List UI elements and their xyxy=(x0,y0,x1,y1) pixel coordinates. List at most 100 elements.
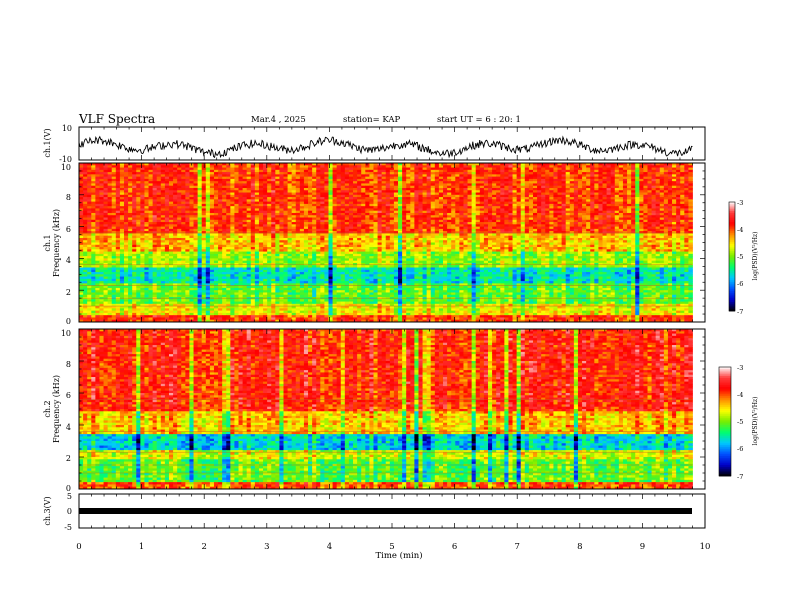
spectrogram-cell xyxy=(393,181,399,184)
spectrogram-cell xyxy=(275,176,280,180)
spectrogram-cell xyxy=(320,224,325,227)
spectrogram-cell xyxy=(87,228,92,232)
spectrogram-cell xyxy=(655,199,661,203)
spectrogram-cell xyxy=(426,181,432,184)
spectrogram-cell xyxy=(218,210,223,214)
spectrogram-cell xyxy=(406,190,411,193)
spectrogram-cell xyxy=(197,174,203,178)
spectrogram-cell xyxy=(500,183,505,187)
spectrogram-cell xyxy=(119,183,125,187)
spectrogram-cell xyxy=(606,212,612,216)
spectrogram-cell xyxy=(676,178,681,182)
spectrogram-cell xyxy=(492,174,497,178)
spectrogram-cell xyxy=(520,185,526,189)
spectrogram-cell xyxy=(385,212,391,216)
spectrogram-cell xyxy=(582,208,587,212)
spectrogram-cell xyxy=(475,208,481,212)
spectrogram-cell xyxy=(246,190,252,193)
spectrogram-cell xyxy=(91,228,96,232)
spectrogram-cell xyxy=(381,228,387,232)
spectrogram-cell xyxy=(168,197,174,200)
spectrogram-cell xyxy=(459,219,464,223)
spectrogram-cell xyxy=(246,192,252,196)
spectrogram-cell xyxy=(332,176,338,180)
spectrogram-cell xyxy=(651,181,657,184)
spectrogram-cell xyxy=(414,176,419,180)
spectrogram-cell xyxy=(234,183,239,187)
spectrogram-cell xyxy=(324,169,329,173)
spectrogram-cell xyxy=(451,197,456,200)
spectrogram-cell xyxy=(393,226,399,230)
spectrogram-cell xyxy=(328,192,333,196)
spectrogram-cell xyxy=(348,194,354,198)
spectrogram-cell xyxy=(463,187,468,191)
spectrogram-cell xyxy=(181,217,186,221)
spectrogram-cell xyxy=(119,185,125,189)
spectrogram-cell xyxy=(385,167,391,171)
spectrogram-cell xyxy=(250,181,256,184)
spectrogram-cell xyxy=(487,199,493,203)
spectrogram-cell xyxy=(606,215,612,218)
spectrogram-cell xyxy=(565,226,571,230)
spectrogram-cell xyxy=(610,167,616,171)
spectrogram-cell xyxy=(209,190,215,193)
spectrogram-cell xyxy=(479,199,485,203)
spectrogram-cell xyxy=(541,228,546,232)
spectrogram-cell xyxy=(140,210,145,214)
spectrogram-cell xyxy=(107,233,113,237)
spectrogram-cell xyxy=(643,172,648,175)
spectrogram-cell xyxy=(426,165,432,168)
spectrogram-cell xyxy=(410,183,415,187)
spectrogram-cell xyxy=(631,224,636,227)
spectrogram-cell xyxy=(582,183,587,187)
spectrogram-cell xyxy=(369,194,374,198)
spectrogram-cell xyxy=(496,163,501,166)
spectrogram-cell xyxy=(115,163,121,166)
spectrogram-cell xyxy=(173,206,178,209)
spectrogram-cell xyxy=(316,203,321,207)
spectrogram-cell xyxy=(312,231,317,234)
spectrogram-cell xyxy=(532,212,538,216)
spectrogram-cell xyxy=(189,217,194,221)
spectrogram-cell xyxy=(348,185,354,189)
spectrogram-cell xyxy=(483,210,489,214)
spectrogram-cell xyxy=(291,169,297,173)
spectrogram-cell xyxy=(561,208,567,212)
spectrogram-cell xyxy=(402,181,407,184)
spectrogram-cell xyxy=(316,215,321,218)
spectrogram-cell xyxy=(103,183,109,187)
spectrogram-cell xyxy=(402,172,407,175)
spectrogram-cell xyxy=(168,215,174,218)
spectrogram-cell xyxy=(418,228,423,232)
spectrogram-cell xyxy=(299,185,305,189)
spectrogram-cell xyxy=(283,203,288,207)
spectrogram-cell xyxy=(516,215,522,218)
spectrogram-cell xyxy=(205,187,211,191)
spectrogram-cell xyxy=(238,167,243,171)
spectrogram-cell xyxy=(275,192,280,196)
spectrogram-cell xyxy=(226,185,231,189)
spectrogram-cell xyxy=(234,231,239,234)
spectrogram-cell xyxy=(336,192,342,196)
spectrogram-cell xyxy=(279,208,284,212)
spectrogram-cell xyxy=(590,192,595,196)
spectrogram-cell xyxy=(381,226,387,230)
spectrogram-cell xyxy=(659,219,665,223)
spectrogram-cell xyxy=(340,222,346,225)
spectrogram-cell xyxy=(438,231,444,234)
spectrogram-cell xyxy=(414,199,419,203)
spectrogram-cell xyxy=(614,199,620,203)
spectrogram-cell xyxy=(136,172,141,175)
spectrogram-cell xyxy=(483,201,489,205)
spectrogram-cell xyxy=(328,201,333,205)
spectrogram-cell xyxy=(590,178,595,182)
spectrogram-cell xyxy=(222,176,227,180)
spectrogram-cell xyxy=(164,224,170,227)
spectrogram-cell xyxy=(344,183,350,187)
spectrogram-cell xyxy=(680,192,685,196)
spectrogram-cell xyxy=(250,187,256,191)
spectrogram-cell xyxy=(283,167,288,171)
spectrogram-cell xyxy=(430,194,436,198)
spectrogram-cell xyxy=(573,206,579,209)
spectrogram-cell xyxy=(123,194,129,198)
